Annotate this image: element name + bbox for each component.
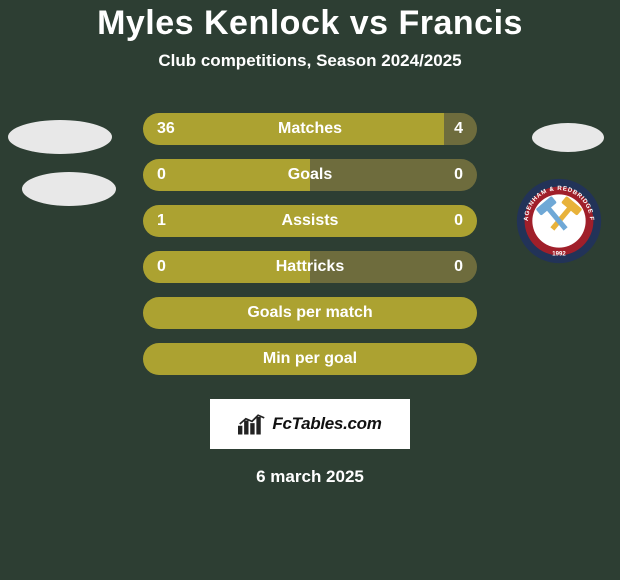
fctables-text: FcTables.com: [272, 414, 381, 434]
stat-row-goals: 0 Goals 0: [143, 159, 477, 191]
stat-row-assists: 1 Assists 0: [143, 205, 477, 237]
stat-label: Hattricks: [143, 258, 477, 276]
stat-label: Goals: [143, 166, 477, 184]
fctables-icon: [238, 413, 266, 435]
infographic-container: Myles Kenlock vs Francis Club competitio…: [0, 0, 620, 580]
stat-label: Assists: [143, 212, 477, 230]
stat-value-right: 0: [454, 258, 463, 276]
stat-row-hattricks: 0 Hattricks 0: [143, 251, 477, 283]
stat-value-right: 4: [454, 120, 463, 138]
date-text: 6 march 2025: [256, 467, 364, 487]
player-photo-placeholder-left-2: [22, 172, 116, 206]
stat-row-min-per-goal: Min per goal: [143, 343, 477, 375]
page-title: Myles Kenlock vs Francis: [97, 4, 523, 43]
stat-row-goals-per-match: Goals per match: [143, 297, 477, 329]
stat-value-right: 0: [454, 212, 463, 230]
stat-value-right: 0: [454, 166, 463, 184]
stat-label: Goals per match: [143, 304, 477, 322]
player-photo-placeholder-right: [532, 123, 604, 152]
subtitle: Club competitions, Season 2024/2025: [158, 51, 461, 71]
stat-label: Min per goal: [143, 350, 477, 368]
club-badge: DAGENHAM & REDBRIDGE FC 1992: [516, 178, 602, 264]
player-photo-placeholder-left-1: [8, 120, 112, 154]
stat-label: Matches: [143, 120, 477, 138]
fctables-watermark: FcTables.com: [210, 399, 410, 449]
svg-text:1992: 1992: [552, 251, 566, 257]
club-badge-svg: DAGENHAM & REDBRIDGE FC 1992: [516, 178, 602, 264]
stat-row-matches: 36 Matches 4: [143, 113, 477, 145]
